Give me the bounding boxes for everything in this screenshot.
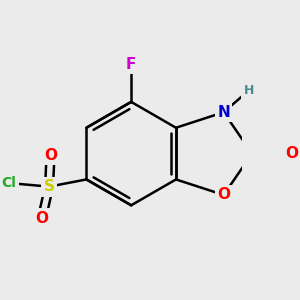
Text: O: O [35,211,48,226]
Text: Cl: Cl [2,176,16,190]
Text: O: O [44,148,57,163]
Text: F: F [126,57,136,72]
Text: O: O [217,188,230,202]
Text: N: N [217,105,230,120]
Text: H: H [243,84,254,97]
Text: O: O [285,146,298,161]
Text: S: S [44,179,55,194]
